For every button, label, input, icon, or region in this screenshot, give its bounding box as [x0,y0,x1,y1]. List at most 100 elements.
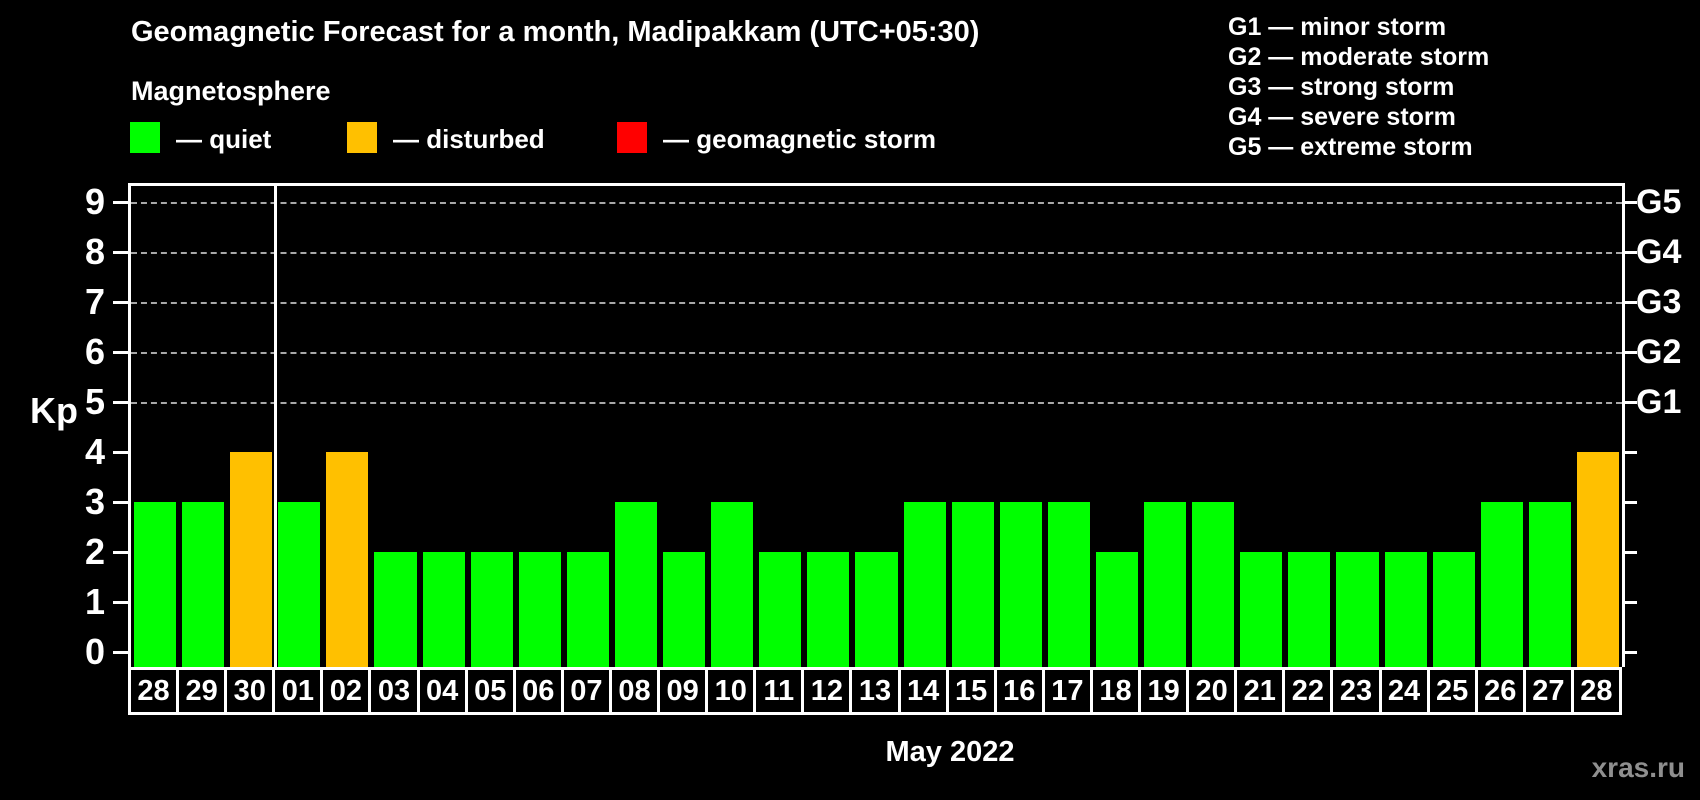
quiet-color-swatch [130,122,160,153]
kp-tick-left-9 [113,201,128,204]
kp-bar-day-18 [1095,552,1139,667]
kp-tick-label-7: 7 [84,281,105,322]
kp-bar-day-23 [1336,552,1379,667]
kp-tick-right-3 [1622,501,1637,504]
kp-bar-day-24 [1384,552,1427,667]
date-cell-6-04: 04 [416,667,468,715]
date-cell-29-27: 27 [1522,667,1574,715]
kp-bar-day-15 [951,502,994,667]
kp-bar-day-16 [999,502,1042,667]
g-label-G1: G1 [1636,383,1682,421]
date-cell-0-28: 28 [128,667,180,715]
kp-bar-day-30 [230,452,273,667]
kp-tick-label-5: 5 [84,381,105,422]
g-legend-line-4: G4 — severe storm [1228,103,1456,131]
kp-bar-day-14 [903,502,946,667]
date-cell-16-14: 14 [897,667,949,715]
kp-bar-day-01 [278,502,321,667]
kp-bar-day-06 [518,552,561,667]
date-cell-7-05: 05 [464,667,516,715]
gridline-kp9 [131,202,1622,204]
kp-tick-left-2 [113,551,128,554]
kp-bar-day-29 [182,502,225,667]
kp-bar-day-04 [422,552,465,667]
kp-tick-label-2: 2 [84,531,105,572]
kp-bar-day-03 [374,552,417,667]
kp-tick-left-6 [113,351,128,354]
kp-bar-day-07 [566,552,609,667]
legend-label-storm: — geomagnetic storm [663,124,937,154]
kp-tick-left-5 [113,401,128,404]
date-cell-30-28: 28 [1570,667,1622,715]
legend-swatch-storm-icon [617,122,647,156]
date-cell-18-16: 16 [993,667,1045,715]
date-cell-4-02: 02 [320,667,372,715]
date-cell-26-24: 24 [1378,667,1430,715]
kp-bar-day-19 [1144,502,1187,667]
gridline-kp5 [131,402,1622,404]
kp-tick-right-2 [1622,551,1637,554]
kp-bar-day-09 [663,552,706,667]
kp-tick-right-7 [1622,301,1637,304]
kp-bar-day-17 [1047,502,1090,667]
g-scale-legend: G1 — minor storm G2 — moderate storm G3 — … [1228,12,1489,162]
g-label-G5: G5 [1636,183,1682,221]
kp-bar-day-08 [614,502,658,667]
gridline-kp8 [131,252,1622,254]
kp-bar-day-27 [1528,502,1571,667]
kp-tick-label-0: 0 [84,631,105,672]
date-cell-13-11: 11 [753,667,805,715]
kp-bar-day-05 [470,552,513,667]
date-cell-24-22: 22 [1282,667,1334,715]
kp-bar-day-25 [1432,552,1475,667]
date-cell-11-09: 09 [657,667,709,715]
kp-bar-day-22 [1288,552,1331,667]
kp-tick-left-8 [113,251,128,254]
kp-tick-label-9: 9 [84,181,105,222]
g-legend-line-2: G2 — moderate storm [1228,43,1490,71]
month-label: May 2022 [885,736,1015,768]
kp-axis-label: Kp [30,390,78,431]
kp-tick-right-8 [1622,251,1637,254]
kp-tick-label-6: 6 [84,331,105,372]
date-cell-22-20: 20 [1186,667,1238,715]
kp-bar-day-02 [326,452,369,667]
kp-tick-right-0 [1622,651,1637,654]
legend-swatch-disturbed-icon [347,122,377,156]
watermark: xras.ru [1591,752,1685,783]
kp-tick-label-4: 4 [84,431,105,472]
date-cell-17-15: 15 [945,667,997,715]
plot-area [128,183,1625,667]
kp-tick-label-3: 3 [84,481,105,522]
date-cell-15-13: 13 [849,667,901,715]
storm-color-swatch [617,122,647,153]
date-cell-2-30: 30 [224,667,276,715]
date-cell-8-06: 06 [512,667,564,715]
kp-tick-right-4 [1622,451,1637,454]
date-cell-10-08: 08 [608,667,661,715]
kp-bar-day-28 [1576,452,1619,667]
date-cell-14-12: 12 [801,667,853,715]
date-cell-1-29: 29 [176,667,228,715]
kp-bar-day-20 [1192,502,1235,667]
kp-tick-right-9 [1622,201,1637,204]
kp-tick-right-6 [1622,351,1637,354]
g-legend-line-1: G1 — minor storm [1228,13,1447,41]
gridline-kp6 [131,352,1622,354]
kp-tick-left-7 [113,301,128,304]
kp-tick-left-4 [113,451,128,454]
date-cell-27-25: 25 [1426,667,1478,715]
g-legend-line-5: G5 — extreme storm [1228,133,1473,161]
date-cell-5-03: 03 [368,667,420,715]
kp-tick-left-3 [113,501,128,504]
kp-tick-left-1 [113,601,128,604]
kp-bar-day-26 [1480,502,1523,667]
kp-bar-day-11 [759,552,802,667]
date-cell-21-19: 19 [1138,667,1190,715]
chart-subtitle: Magnetosphere [131,76,331,106]
g-label-G2: G2 [1636,333,1682,371]
date-cell-12-10: 10 [705,667,757,715]
date-cell-28-26: 26 [1474,667,1526,715]
kp-tick-label-8: 8 [84,231,105,272]
